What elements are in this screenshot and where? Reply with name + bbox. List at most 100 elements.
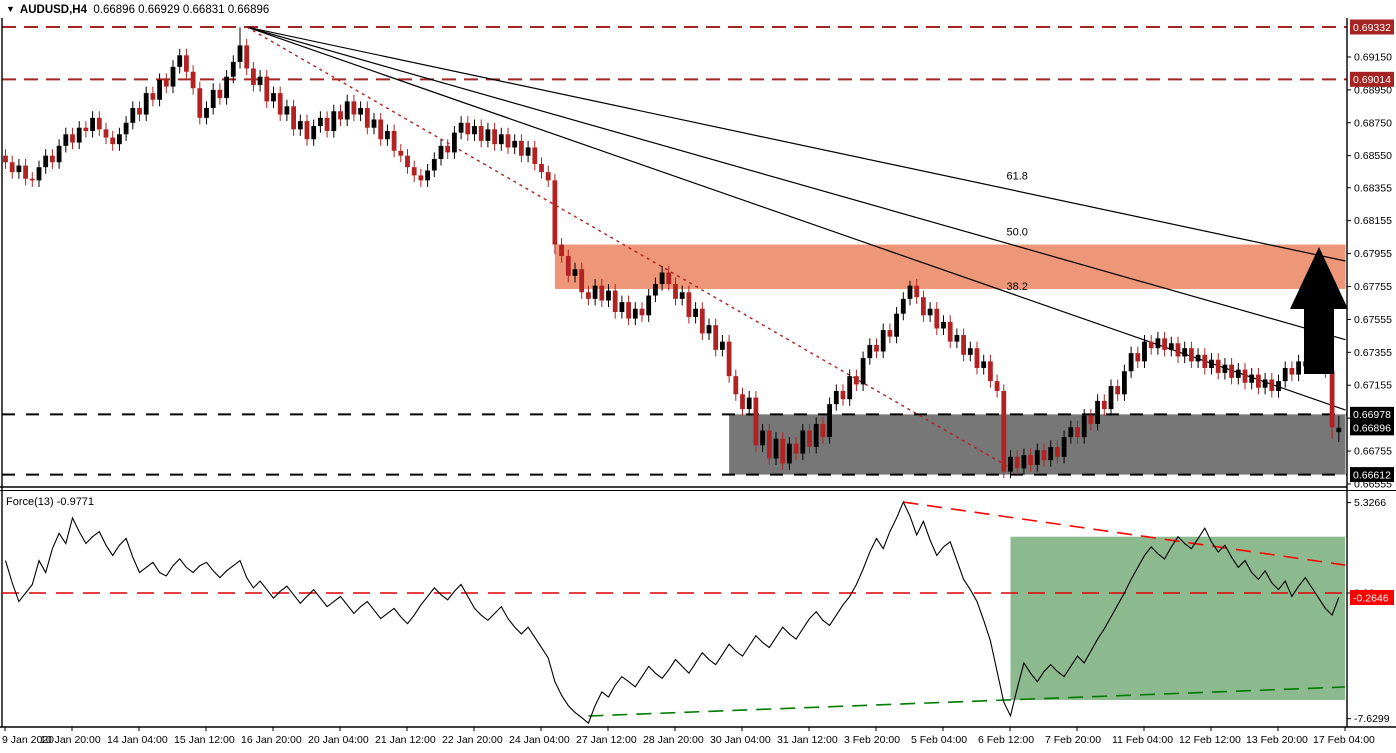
candle-body bbox=[311, 126, 317, 140]
candle-body bbox=[1249, 374, 1255, 383]
candle-body bbox=[251, 68, 256, 85]
candle-body bbox=[679, 292, 685, 299]
candle-body bbox=[666, 272, 672, 285]
candle-body bbox=[653, 284, 658, 296]
time-tick-label: 13 Feb 20:00 bbox=[1246, 734, 1308, 746]
candle-body bbox=[726, 341, 732, 377]
price-tick-label: 0.68950 bbox=[1354, 84, 1392, 96]
fib-fan-line-50.0[interactable] bbox=[246, 26, 1346, 341]
indicator-value-badge bbox=[1350, 590, 1394, 606]
time-tick-label: 6 Feb 12:00 bbox=[978, 734, 1034, 746]
candle-body bbox=[472, 126, 477, 135]
time-tick-label: 30 Jan 04:00 bbox=[710, 734, 771, 746]
candle-body bbox=[1122, 371, 1127, 395]
candle-body bbox=[512, 140, 518, 148]
candle-body bbox=[519, 140, 524, 156]
candle-body bbox=[565, 256, 571, 276]
candle-body bbox=[117, 134, 122, 145]
target-supply-zone[interactable] bbox=[554, 244, 1346, 289]
candle-body bbox=[438, 145, 444, 159]
candle-body bbox=[1142, 341, 1147, 362]
candle-body bbox=[264, 76, 270, 102]
candle-body bbox=[391, 130, 397, 151]
candle-body bbox=[760, 430, 765, 446]
ohlc-readout: 0.66896 0.66929 0.66831 0.66896 bbox=[93, 4, 270, 16]
candle-body bbox=[900, 298, 906, 314]
candle-body bbox=[699, 308, 705, 334]
candle-body bbox=[411, 167, 417, 176]
candle-body bbox=[599, 285, 605, 301]
candle-body bbox=[1028, 455, 1033, 466]
candle-body bbox=[1282, 367, 1288, 382]
price-badge-0.66896-text: 0.66896 bbox=[1353, 423, 1391, 435]
candle-body bbox=[344, 101, 350, 120]
fib-label-50.0: 50.0 bbox=[1006, 227, 1027, 239]
candle-body bbox=[1061, 437, 1067, 457]
candle-body bbox=[572, 269, 578, 276]
candle-body bbox=[137, 107, 142, 115]
candle-body bbox=[954, 335, 960, 342]
candle-body bbox=[230, 61, 236, 77]
chevron-down-icon[interactable]: ▼ bbox=[6, 4, 15, 14]
up-arrow-icon[interactable] bbox=[1290, 247, 1348, 374]
candle-body bbox=[981, 361, 987, 368]
candle-body bbox=[338, 111, 343, 120]
candle-body bbox=[83, 127, 89, 131]
candle-body bbox=[1008, 456, 1013, 472]
price-badge-0.66978-text: 0.66978 bbox=[1353, 409, 1391, 421]
candle-body bbox=[458, 122, 464, 133]
time-tick-label: 11 Feb 04:00 bbox=[1112, 734, 1173, 746]
time-tick-label: 16 Jan 20:00 bbox=[241, 734, 302, 746]
candle-body bbox=[23, 165, 28, 179]
price-badge-0.66978 bbox=[1350, 406, 1394, 422]
candle-body bbox=[1135, 353, 1141, 362]
candle-body bbox=[867, 344, 873, 359]
time-tick-label: 7 Feb 20:00 bbox=[1045, 734, 1101, 746]
candle-body bbox=[1262, 379, 1268, 388]
candle-body bbox=[659, 272, 665, 285]
candle-body bbox=[43, 155, 49, 168]
candle-body bbox=[894, 313, 899, 337]
candle-body bbox=[371, 119, 377, 128]
candle-body bbox=[1048, 446, 1054, 461]
candle-body bbox=[76, 127, 82, 143]
time-tick-label: 22 Jan 20:00 bbox=[442, 734, 503, 746]
price-tick-label: 0.67755 bbox=[1354, 281, 1392, 293]
candle-body bbox=[1168, 343, 1174, 350]
candle-body bbox=[36, 167, 42, 181]
candle-body bbox=[606, 290, 611, 301]
candle-body bbox=[807, 430, 812, 447]
indicator-green-trendline[interactable] bbox=[588, 686, 1346, 717]
fib-fan-line-61.8[interactable] bbox=[246, 26, 1346, 262]
candle-body bbox=[713, 325, 719, 350]
candle-body bbox=[3, 155, 8, 163]
candle-body bbox=[793, 443, 799, 454]
candle-body bbox=[130, 107, 136, 123]
candle-body bbox=[177, 55, 183, 67]
force-index-line bbox=[4, 500, 1340, 725]
candle-body bbox=[592, 285, 598, 299]
candle-body bbox=[646, 295, 652, 316]
candle-body bbox=[860, 358, 866, 385]
candle-body bbox=[184, 55, 189, 72]
price-tick-label: 0.68355 bbox=[1354, 182, 1392, 194]
candle-body bbox=[237, 45, 243, 62]
price-badge-0.69014 bbox=[1350, 71, 1394, 87]
candle-body bbox=[746, 397, 752, 410]
candle-body bbox=[720, 341, 725, 350]
candle-body bbox=[579, 269, 585, 293]
candle-body bbox=[1209, 359, 1214, 368]
candle-body bbox=[1128, 353, 1134, 372]
candle-body bbox=[733, 376, 739, 395]
indicator-red-trendline[interactable] bbox=[903, 501, 1346, 566]
candle-body bbox=[1034, 450, 1040, 466]
indicator-green-box[interactable] bbox=[1010, 536, 1346, 700]
candle-body bbox=[1182, 348, 1188, 357]
candle-body bbox=[9, 162, 15, 173]
candle-body bbox=[277, 93, 283, 115]
price-tick-label: 0.67155 bbox=[1354, 380, 1392, 392]
candle-body bbox=[304, 121, 310, 140]
candle-body bbox=[1276, 381, 1281, 391]
